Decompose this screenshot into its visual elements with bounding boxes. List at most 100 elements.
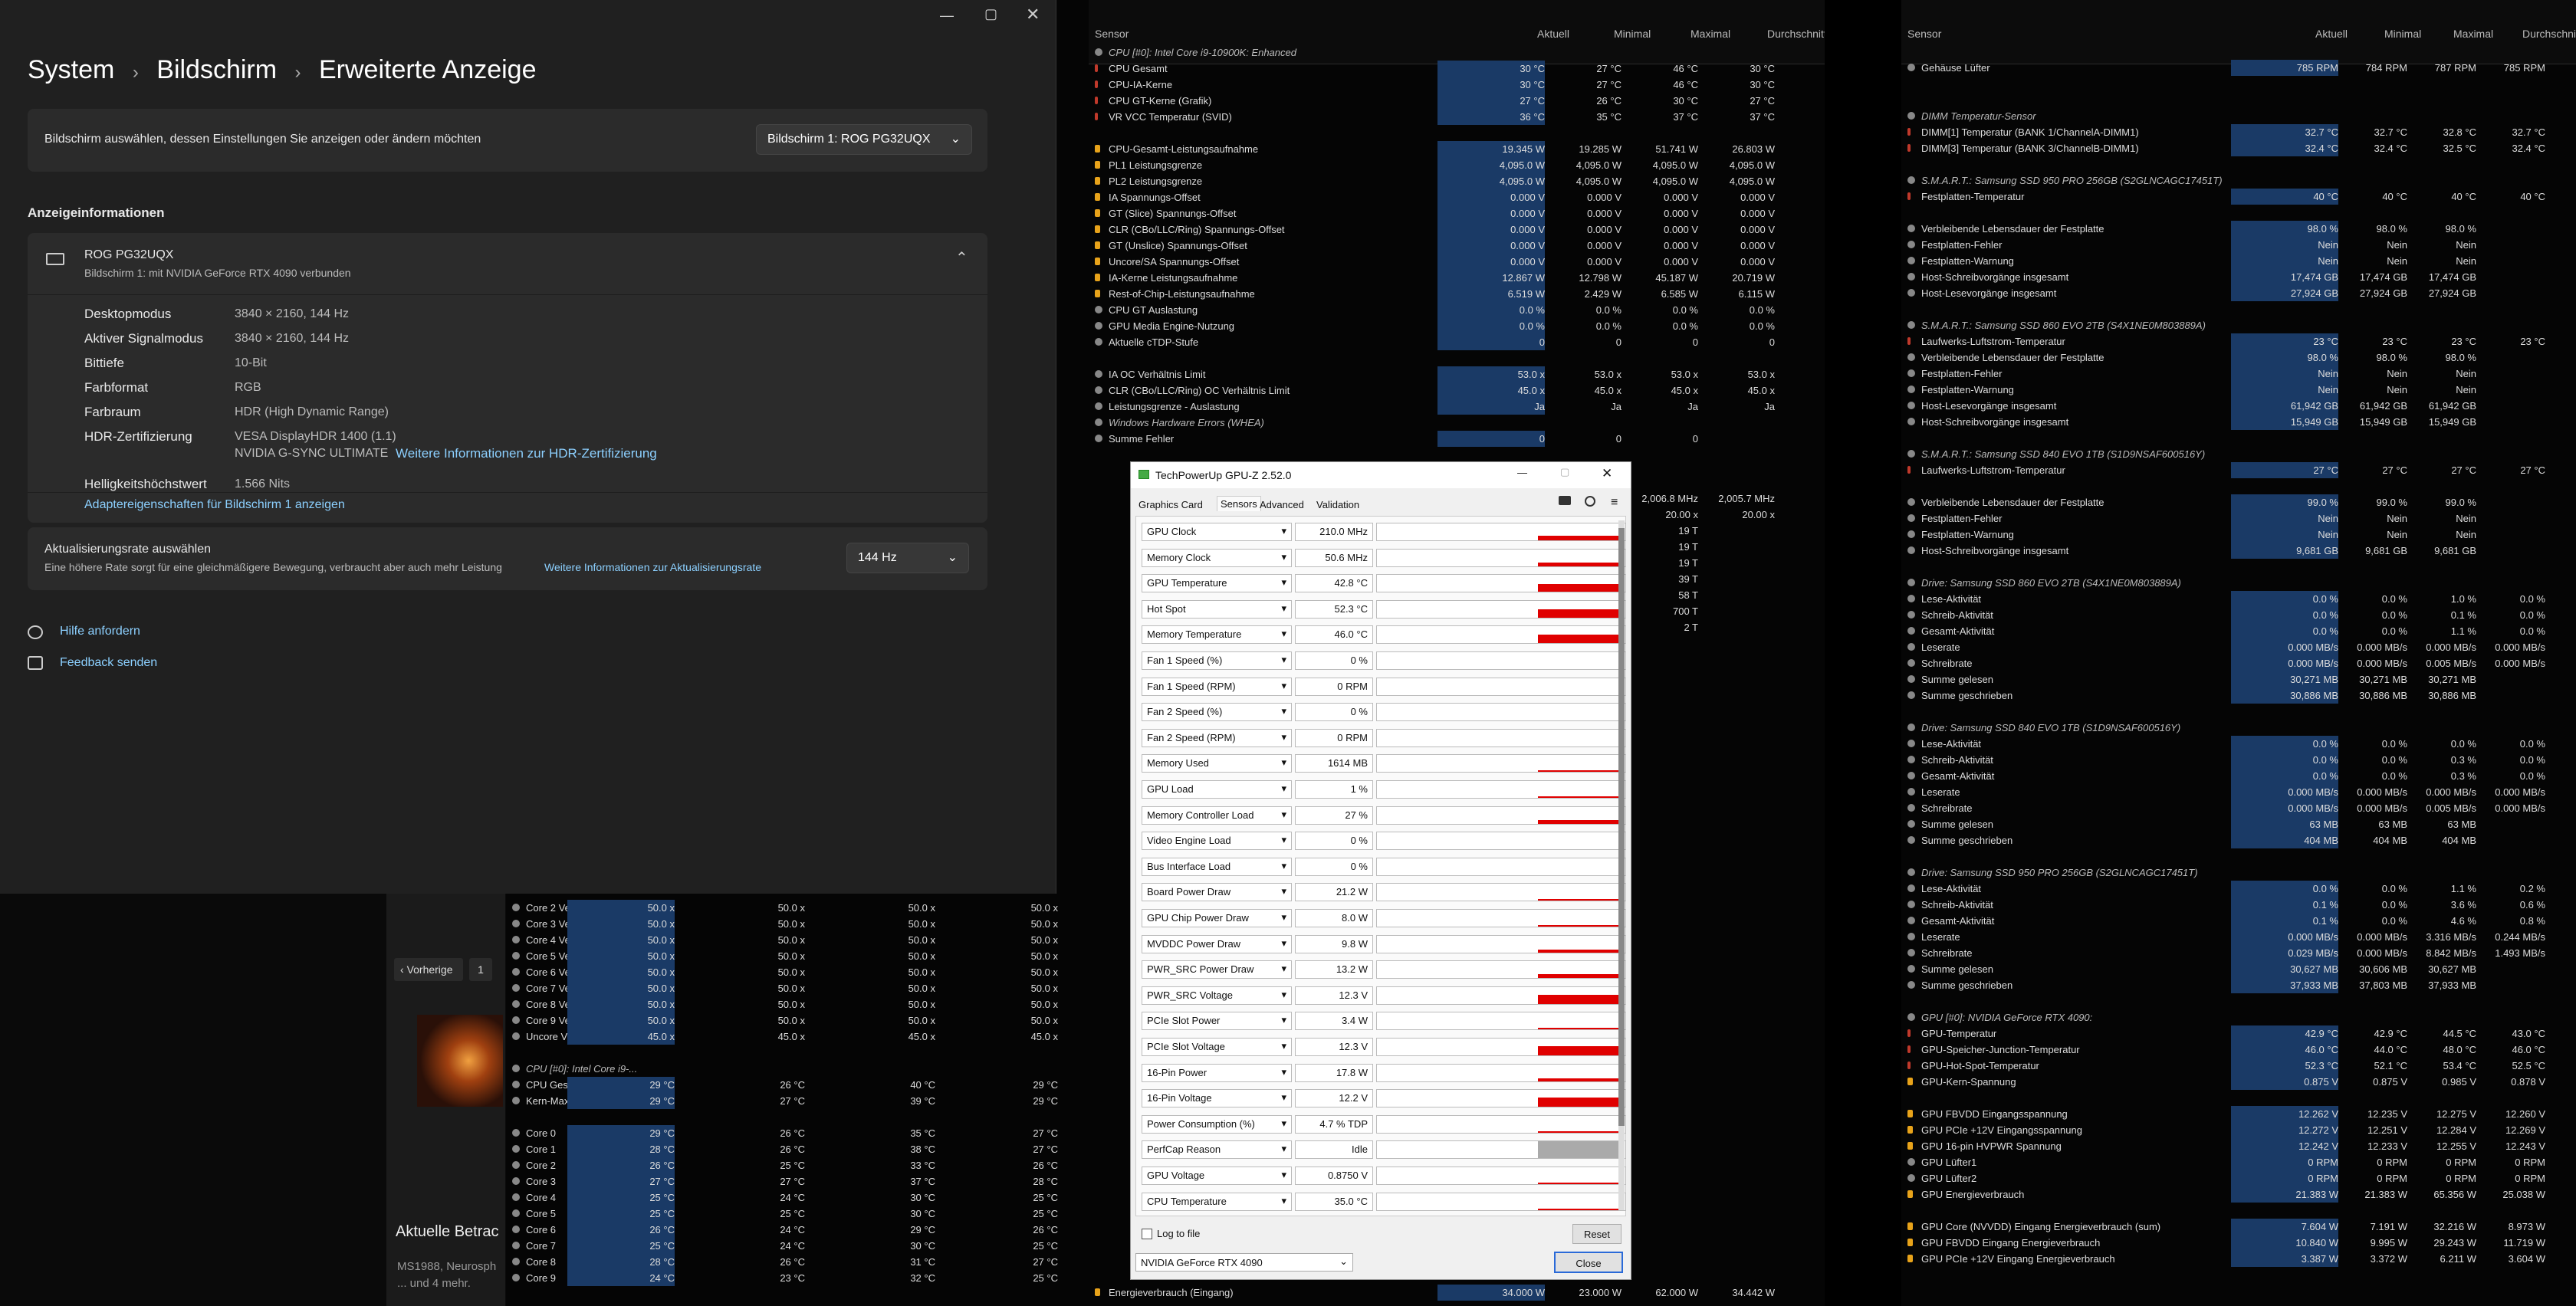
gpuz-maximize[interactable]: ▢	[1560, 466, 1570, 477]
sensor-name-dropdown[interactable]: Hot Spot ▾	[1142, 599, 1292, 619]
tab-sensors[interactable]: Sensors	[1217, 496, 1261, 511]
sensor-row[interactable]: Core 6 26 °C 24 °C 29 °C 26 °C	[506, 1222, 1089, 1238]
sensor-row[interactable]: Summe gelesen 63 MB 63 MB 63 MB	[1901, 816, 2576, 832]
sensor-group[interactable]: Windows Hardware Errors (WHEA)	[1089, 415, 1825, 431]
sensor-row[interactable]: Core 7 25 °C 24 °C 30 °C 25 °C	[506, 1238, 1089, 1254]
close-button[interactable]: Close	[1554, 1252, 1623, 1273]
sensor-row[interactable]: GPU PCIe +12V Eingangsspannung 12.272 V 12…	[1901, 1122, 2576, 1138]
sensor-name-dropdown[interactable]: Fan 2 Speed (%) ▾	[1142, 703, 1292, 722]
sensor-row[interactable]	[1901, 1203, 2576, 1219]
sensor-row[interactable]: Leistungsgrenze - Auslastung Ja Ja Ja Ja	[1089, 399, 1825, 415]
sensor-row[interactable]: GT (Unslice) Spannungs-Offset 0.000 V 0.00…	[1089, 238, 1825, 254]
reset-button[interactable]: Reset	[1572, 1224, 1622, 1244]
tab-graphics-card[interactable]: Graphics Card	[1138, 499, 1203, 510]
sensor-group[interactable]: S.M.A.R.T.: Samsung SSD 950 PRO 256GB (S…	[1901, 172, 2576, 189]
sensor-row[interactable]: GPU PCIe +12V Eingang Energieverbrauch 3.…	[1901, 1251, 2576, 1267]
sensor-row[interactable]: Verbleibende Lebensdauer der Festplatte 9…	[1901, 221, 2576, 237]
sensor-row[interactable]: GPU Lüfter1 0 RPM 0 RPM 0 RPM 0 RPM	[1901, 1154, 2576, 1170]
sensor-name-dropdown[interactable]: 16-Pin Voltage ▾	[1142, 1089, 1292, 1108]
column-header[interactable]: Aktuell	[2315, 28, 2348, 40]
sensor-row[interactable]: CLR (CBo/LLC/Ring) Spannungs-Offset 0.000…	[1089, 221, 1825, 238]
prev-button[interactable]: ‹ Vorherige	[394, 958, 463, 981]
sensor-row[interactable]: Core 7 Verhältnis 50.0 x 50.0 x 50.0 x 50.0 …	[506, 980, 1089, 996]
sensor-row[interactable]: Core 4 25 °C 24 °C 30 °C 25 °C	[506, 1190, 1089, 1206]
sensor-row[interactable]: Lese-Aktivität 0.0 % 0.0 % 0.0 % 0.0 %	[1901, 736, 2576, 752]
sensor-row[interactable]: Lese-Aktivität 0.0 % 0.0 % 1.1 % 0.2 %	[1901, 881, 2576, 897]
sensor-name-dropdown[interactable]: Memory Temperature ▾	[1142, 625, 1292, 645]
refresh-dropdown[interactable]: 144 Hz ⌄	[846, 543, 969, 573]
sensor-name-dropdown[interactable]: PWR_SRC Power Draw ▾	[1142, 960, 1292, 980]
sensor-row[interactable]: Core 4 Verhältnis 50.0 x 50.0 x 50.0 x 50.0 …	[506, 932, 1089, 948]
sensor-group[interactable]: CPU [#0]: Intel Core i9-...	[506, 1061, 1089, 1077]
page-button[interactable]: 1	[469, 958, 492, 981]
sensor-row[interactable]: IA Spannungs-Offset 0.000 V 0.000 V 0.000 V…	[1089, 189, 1825, 205]
sensor-row[interactable]: Gesamt-Aktivität 0.0 % 0.0 % 1.1 % 0.0 %	[1901, 623, 2576, 639]
sensor-group[interactable]: S.M.A.R.T.: Samsung SSD 840 EVO 1TB (S1D…	[1901, 446, 2576, 462]
sensor-row[interactable]: Core 2 Verhältnis 50.0 x 50.0 x 50.0 x 50.0 …	[506, 900, 1089, 916]
sensor-row[interactable]: GPU Lüfter2 0 RPM 0 RPM 0 RPM 0 RPM	[1901, 1170, 2576, 1186]
sensor-name-dropdown[interactable]: PerfCap Reason ▾	[1142, 1140, 1292, 1160]
sensor-name-dropdown[interactable]: 16-Pin Power ▾	[1142, 1063, 1292, 1082]
tab-advanced[interactable]: Advanced	[1260, 499, 1304, 510]
sensor-row[interactable]: CPU-IA-Kerne 30 °C 27 °C 46 °C 30 °C	[1089, 77, 1825, 93]
sensor-row[interactable]	[1901, 559, 2576, 575]
sensor-row[interactable]: IA-Kerne Leistungsaufnahme 12.867 W 12.798…	[1089, 270, 1825, 286]
sensor-row[interactable]: Host-Lesevorgänge insgesamt 27,924 GB 27,9…	[1901, 285, 2576, 301]
sensor-row[interactable]: Core 3 Verhältnis 50.0 x 50.0 x 50.0 x 50.0 …	[506, 916, 1089, 932]
sensor-row[interactable]: IA OC Verhältnis Limit 53.0 x 53.0 x 53.0 x…	[1089, 366, 1825, 382]
sensor-row[interactable]: Festplatten-Temperatur 40 °C 40 °C 40 °C 40 …	[1901, 189, 2576, 205]
camera-icon[interactable]	[1559, 496, 1571, 505]
sensor-row[interactable]	[1901, 1090, 2576, 1106]
sensor-row[interactable]: Summe gelesen 30,627 MB 30,606 MB 30,627 MB	[1901, 961, 2576, 977]
sensor-name-dropdown[interactable]: PCIe Slot Voltage ▾	[1142, 1038, 1292, 1056]
sensor-row[interactable]	[506, 1109, 1089, 1125]
column-header[interactable]: Maximal	[2453, 28, 2494, 40]
sensor-row[interactable]: Host-Lesevorgänge insgesamt 61,942 GB 61,9…	[1901, 398, 2576, 414]
sensor-row[interactable]: Summe geschrieben 404 MB 404 MB 404 MB	[1901, 832, 2576, 848]
sensor-name-dropdown[interactable]: Video Engine Load ▾	[1142, 832, 1292, 851]
sensor-row[interactable]: Uncore Verhältnis 45.0 x 45.0 x 45.0 x 45.0 …	[506, 1029, 1089, 1045]
sensor-name-dropdown[interactable]: PCIe Slot Power ▾	[1142, 1012, 1292, 1031]
help-link[interactable]: Hilfe anfordern	[60, 625, 140, 638]
column-header[interactable]: Minimal	[2384, 28, 2422, 40]
sensor-row[interactable]: Festplatten-Fehler Nein Nein Nein	[1901, 366, 2576, 382]
crumb-display[interactable]: Bildschirm	[156, 55, 278, 84]
crumb-system[interactable]: System	[28, 55, 115, 84]
tab-validation[interactable]: Validation	[1316, 499, 1360, 510]
sensor-row[interactable]: Core 9 Verhältnis 50.0 x 50.0 x 50.0 x 50.0 …	[506, 1012, 1089, 1029]
sensor-row[interactable]: Festplatten-Fehler Nein Nein Nein	[1901, 510, 2576, 527]
sensor-row[interactable]: GPU Media Engine-Nutzung 0.0 % 0.0 % 0.0 % 0…	[1089, 318, 1825, 334]
sensor-row[interactable]	[1901, 76, 2576, 92]
sensor-row[interactable]: GPU FBVDD Eingangsspannung 12.262 V 12.235…	[1901, 1106, 2576, 1122]
sensor-row[interactable]: Summe gelesen 30,271 MB 30,271 MB 30,271 MB	[1901, 671, 2576, 687]
sensor-name-dropdown[interactable]: Bus Interface Load ▾	[1142, 857, 1292, 876]
sensor-name-dropdown[interactable]: Fan 1 Speed (RPM) ▾	[1142, 677, 1292, 696]
sensor-row[interactable]: GT (Slice) Spannungs-Offset 0.000 V 0.000 …	[1089, 205, 1825, 221]
sensor-row[interactable]	[1089, 350, 1825, 366]
sensor-row[interactable]	[1901, 704, 2576, 720]
sensor-row[interactable]	[1901, 301, 2576, 317]
sensor-row[interactable]: Core 8 28 °C 26 °C 31 °C 27 °C	[506, 1254, 1089, 1270]
sensor-row[interactable]: Laufwerks-Luftstrom-Temperatur 27 °C 27 °C…	[1901, 462, 2576, 478]
sensor-group[interactable]: Drive: Samsung SSD 860 EVO 2TB (S4X1NE0M…	[1901, 575, 2576, 591]
column-header[interactable]: Aktuell	[1537, 28, 1570, 40]
sensor-row[interactable]: GPU 16-pin HVPWR Spannung 12.242 V 12.233 …	[1901, 1138, 2576, 1154]
sensor-row[interactable]: GPU-Temperatur 42.9 °C 42.9 °C 44.5 °C 43.0 …	[1901, 1025, 2576, 1042]
close-button[interactable]: ✕	[1026, 5, 1040, 24]
sensor-row[interactable]: Schreib-Aktivität 0.1 % 0.0 % 3.6 % 0.6 %	[1901, 897, 2576, 913]
sensor-row[interactable]	[1089, 125, 1825, 141]
refresh-icon[interactable]	[1585, 496, 1595, 507]
sensor-row[interactable]: Festplatten-Warnung Nein Nein Nein	[1901, 527, 2576, 543]
sensor-row[interactable]: CPU GT Auslastung 0.0 % 0.0 % 0.0 % 0.0 %	[1089, 302, 1825, 318]
gpuz-scrollbar[interactable]	[1618, 520, 1625, 1210]
sensor-row[interactable]: Kern-Maximum 29 °C 27 °C 39 °C 29 °C	[506, 1093, 1089, 1109]
sensor-row[interactable]: Laufwerks-Luftstrom-Temperatur 23 °C 23 °C…	[1901, 333, 2576, 349]
sensor-row[interactable]: Leserate 0.000 MB/s 0.000 MB/s 3.316 MB/s 0.…	[1901, 929, 2576, 945]
sensor-row[interactable]: Core 3 27 °C 27 °C 37 °C 28 °C	[506, 1173, 1089, 1190]
sensor-row[interactable]: Schreibrate 0.000 MB/s 0.000 MB/s 0.005 MB/…	[1901, 655, 2576, 671]
sensor-name-dropdown[interactable]: Board Power Draw ▾	[1142, 883, 1292, 902]
minimize-button[interactable]: —	[940, 8, 954, 23]
sensor-row[interactable]: Leserate 0.000 MB/s 0.000 MB/s 0.000 MB/s 0.…	[1901, 784, 2576, 800]
sensor-row[interactable]	[1901, 430, 2576, 446]
sensor-row[interactable]: Core 1 28 °C 26 °C 38 °C 27 °C	[506, 1141, 1089, 1157]
